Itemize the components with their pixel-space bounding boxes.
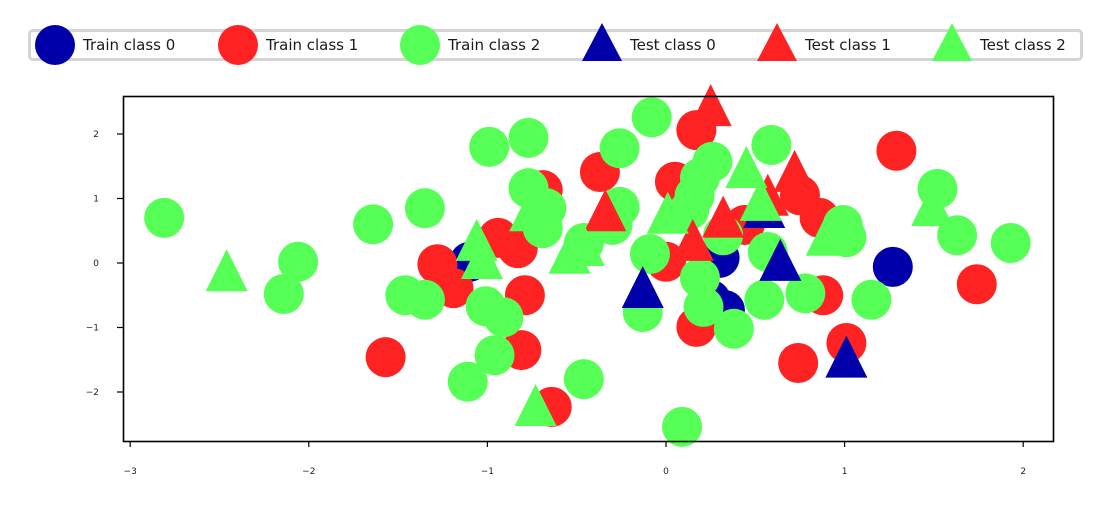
circle-marker	[483, 297, 524, 338]
triangle-marker-icon	[582, 23, 622, 61]
circle-marker	[778, 342, 819, 383]
triangle-marker	[702, 195, 745, 238]
circle-marker	[679, 257, 720, 298]
circle-marker	[263, 273, 304, 314]
triangle-marker	[584, 189, 627, 232]
triangle-marker	[739, 178, 782, 221]
legend-label: Train class 2	[448, 36, 541, 54]
legend-label: Test class 0	[630, 36, 716, 54]
y-tick-label: −2	[86, 388, 99, 398]
x-tick-label: 1	[842, 467, 848, 477]
x-tick-label: −3	[124, 467, 137, 477]
triangle-marker	[725, 146, 768, 189]
triangle-marker	[689, 84, 732, 127]
y-tick-label: −1	[86, 324, 99, 334]
triangle-marker-icon	[757, 23, 797, 61]
circle-marker	[404, 279, 445, 320]
circle-marker	[563, 359, 604, 400]
circle-marker	[851, 279, 892, 320]
circle-marker	[474, 335, 515, 376]
triangle-marker	[621, 265, 664, 308]
triangle-marker	[911, 184, 954, 227]
circle-marker	[353, 204, 394, 245]
x-tick-label: 2	[1020, 467, 1026, 477]
x-axis-ticks: −3 −2 −1 0 1 2	[124, 441, 1026, 477]
triangle-marker	[514, 384, 557, 427]
triangle-marker	[773, 149, 816, 192]
circle-marker	[365, 337, 406, 378]
circle-marker	[683, 286, 724, 327]
circle-marker	[956, 264, 997, 305]
circle-marker-icon	[35, 25, 75, 65]
circle-marker	[990, 223, 1031, 264]
x-tick-label: −1	[481, 467, 494, 477]
circle-marker	[872, 246, 913, 287]
legend-label: Test class 1	[805, 36, 891, 54]
circle-marker	[508, 117, 549, 158]
triangle-marker	[671, 218, 714, 261]
y-axis-ticks: −2 −1 0 1 2	[86, 130, 123, 398]
circle-marker	[876, 130, 917, 171]
y-tick-label: 2	[93, 130, 99, 140]
circle-marker	[785, 273, 826, 314]
circle-marker	[469, 126, 510, 167]
legend-label: Train class 0	[83, 36, 176, 54]
legend-label: Test class 2	[980, 36, 1066, 54]
circle-marker	[404, 188, 445, 229]
triangle-marker-icon	[932, 23, 972, 61]
circle-marker	[629, 233, 670, 274]
circle-marker	[278, 241, 319, 282]
circle-marker	[599, 128, 640, 169]
circle-marker	[144, 197, 185, 238]
circle-marker	[713, 308, 754, 349]
circle-marker	[744, 279, 785, 320]
circle-marker	[447, 361, 488, 402]
triangle-marker	[509, 189, 552, 232]
triangle-marker	[646, 191, 689, 234]
triangle-marker	[562, 224, 605, 267]
circle-marker-icon	[218, 25, 258, 65]
triangle-marker	[759, 238, 802, 281]
data-markers	[144, 84, 1031, 447]
circle-marker	[662, 406, 703, 447]
x-tick-label: −2	[302, 467, 315, 477]
y-tick-label: 1	[93, 195, 99, 205]
triangle-marker	[825, 335, 868, 378]
circle-marker	[751, 124, 792, 165]
circle-marker	[631, 97, 672, 138]
triangle-marker	[205, 249, 248, 292]
legend-label: Train class 1	[266, 36, 359, 54]
y-tick-label: 0	[93, 259, 99, 269]
chart-legend: Train class 0 Train class 1 Train class …	[28, 23, 1083, 65]
triangle-marker	[805, 213, 848, 256]
axes-frame	[122, 95, 1055, 443]
x-tick-label: 0	[663, 467, 669, 477]
triangle-marker	[461, 236, 504, 279]
circle-marker-icon	[400, 25, 440, 65]
